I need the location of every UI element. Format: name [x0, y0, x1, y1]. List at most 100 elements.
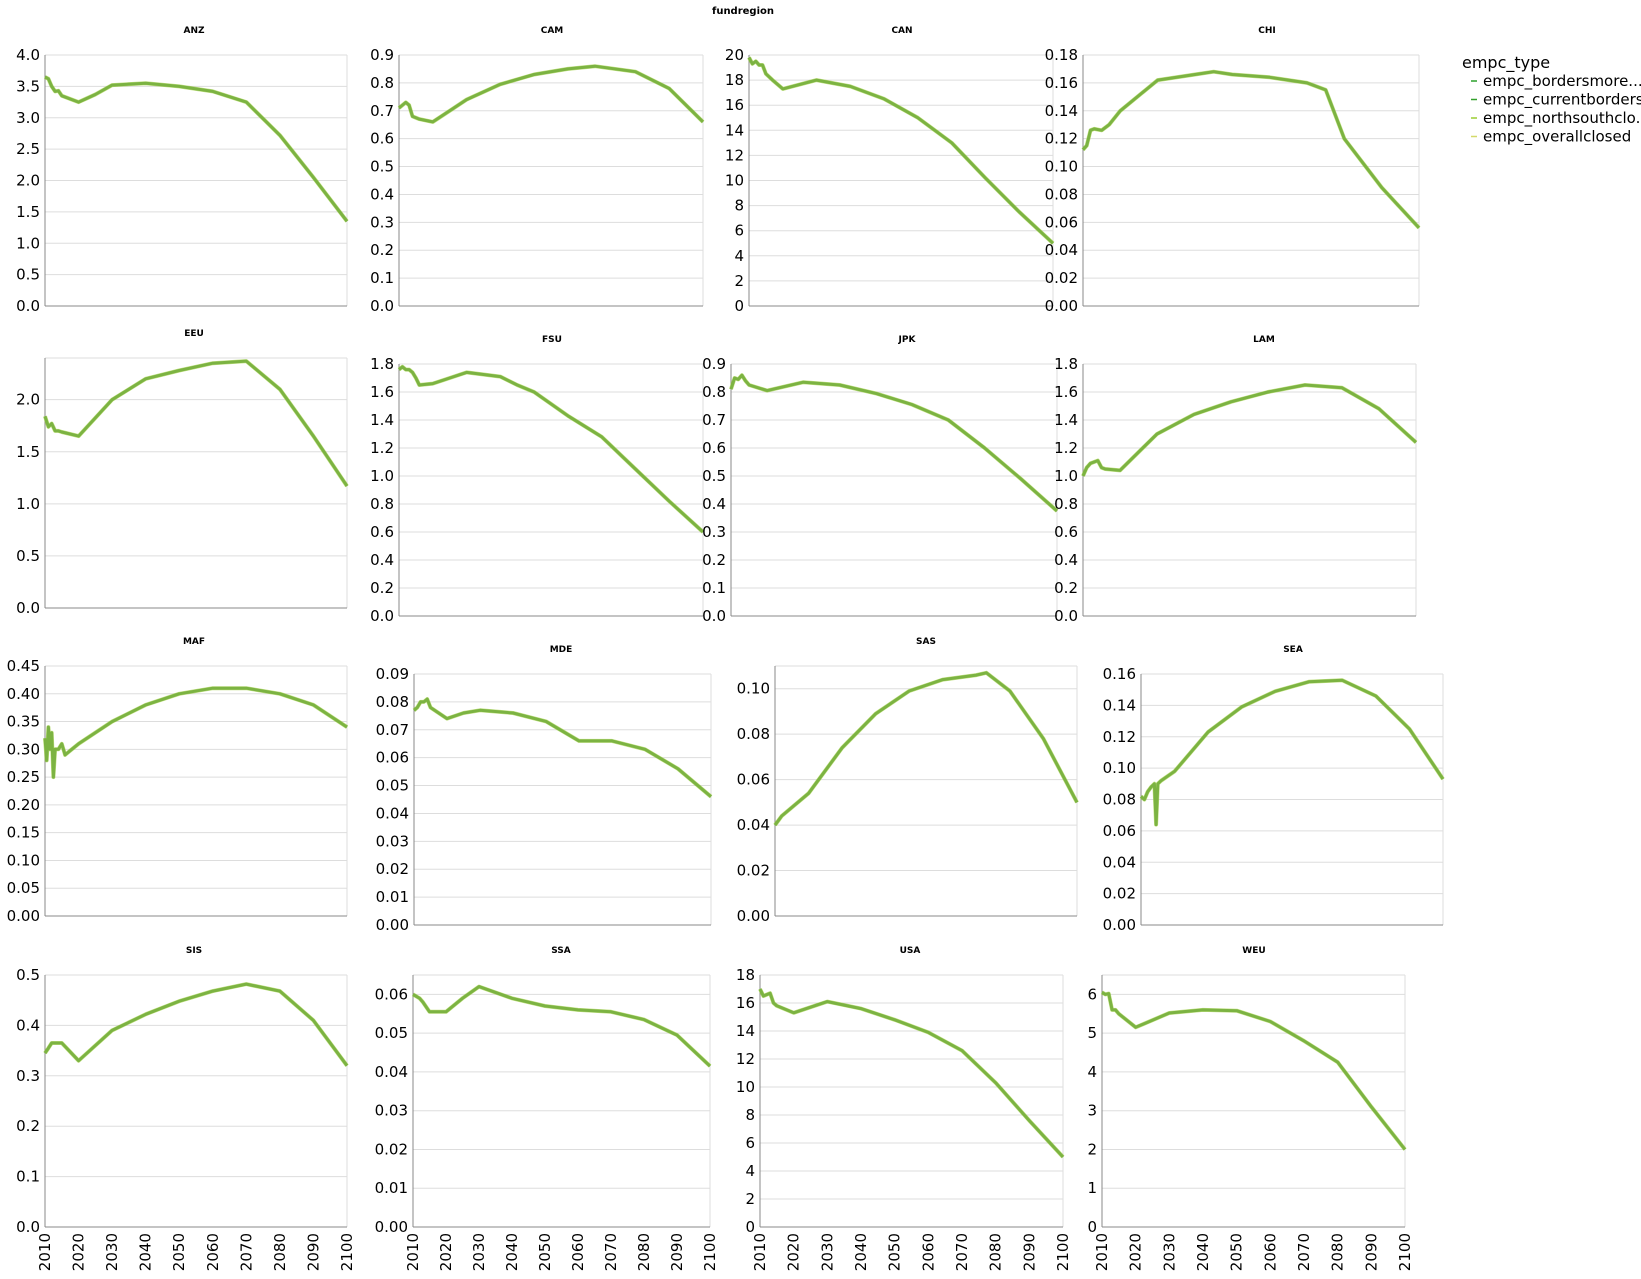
y-tick-label: 0.14: [1103, 696, 1136, 714]
y-tick-label: 0.4: [370, 185, 394, 203]
y-tick-label: 0.02: [1103, 885, 1136, 903]
y-tick-label: 0.04: [737, 816, 770, 834]
y-tick-label: 0.6: [1054, 523, 1078, 541]
panel-title: SIS: [186, 946, 202, 956]
y-tick-label: 0.08: [1045, 185, 1078, 203]
y-tick-label: 0.14: [1045, 102, 1078, 120]
y-tick-label: 0.40: [7, 685, 40, 703]
y-tick-label: 0.5: [702, 467, 726, 485]
y-tick-label: 0: [734, 297, 744, 315]
series-line-currentborders: [1101, 991, 1407, 1151]
y-tick-label: 20: [725, 46, 744, 64]
x-tick-label: 2030: [818, 1233, 836, 1271]
series-line-currentborders: [1081, 383, 1418, 477]
x-tick-label: 2100: [1396, 1233, 1414, 1271]
y-tick-label: 0.10: [1103, 759, 1136, 777]
series-line-currentborders: [412, 985, 712, 1068]
y-tick-label: 0.2: [370, 579, 394, 597]
panel-mde: MDE 0.00 0.01 0.02 0.03 0.04 0.05 0.06 0.07 0.08 0…: [376, 645, 713, 934]
panel-cam: CAM 0.0 0.1 0.2 0.3 0.4 0.5 0.6 0.7 0.8 0.9: [370, 26, 705, 315]
x-tick-label: 2090: [304, 1233, 322, 1271]
legend-label: empc_northsouthclo...: [1483, 109, 1641, 128]
y-tick-label: 0.03: [376, 832, 409, 850]
x-tick-label: 2060: [569, 1233, 587, 1271]
y-tick-label: 0.02: [1045, 269, 1078, 287]
x-tick-label: 2010: [36, 1233, 54, 1271]
panel-sis: SIS 0.0 0.1 0.2 0.3 0.4 0.5 2010 2020 2030 2040 205…: [16, 946, 356, 1271]
x-tick-label: 2050: [170, 1233, 188, 1271]
y-tick-label: 2.0: [16, 391, 40, 409]
panel-title: MAF: [183, 637, 205, 647]
y-tick-label: 1.2: [1054, 439, 1078, 457]
y-tick-label: 0.05: [376, 777, 409, 795]
y-tick-label: 0.06: [375, 985, 408, 1003]
x-tick-label: 2080: [1329, 1233, 1347, 1271]
y-tick-label: 0.05: [375, 1024, 408, 1042]
legend-label: empc_currentborders: [1483, 91, 1641, 110]
y-tick-label: 0.08: [1103, 791, 1136, 809]
y-tick-label: 0.8: [702, 383, 726, 401]
y-tick-label: 1.2: [370, 439, 394, 457]
y-tick-label: 0.1: [370, 269, 394, 287]
y-tick-label: 2: [734, 272, 744, 290]
x-tick-label: 2090: [668, 1233, 686, 1271]
series-line-currentborders: [729, 373, 1058, 513]
y-tick-label: 0.09: [376, 665, 409, 683]
x-tick-label: 2080: [987, 1233, 1005, 1271]
y-tick-label: 3.0: [16, 109, 40, 127]
legend-label: empc_overallclosed: [1483, 128, 1631, 147]
y-tick-label: 1: [1087, 1179, 1097, 1197]
y-tick-label: 1.4: [1054, 411, 1078, 429]
y-tick-label: 0.5: [370, 158, 394, 176]
y-tick-label: 0.4: [370, 551, 394, 569]
series-line-currentborders: [413, 697, 712, 798]
y-tick-label: 0.35: [7, 713, 40, 731]
y-tick-label: 0.45: [7, 657, 40, 675]
y-tick-label: 0.7: [702, 411, 726, 429]
panel-lam: LAM 0.0 0.2 0.4 0.6 0.8 1.0 1.2 1.4 1.6 1.8: [1054, 335, 1418, 625]
y-tick-label: 0.16: [1045, 74, 1078, 92]
panel-eeu: EEU 0.0 0.5 1.0 1.5 2.0: [16, 329, 349, 617]
y-tick-label: 0.4: [1054, 551, 1078, 569]
y-tick-label: 1.6: [370, 383, 394, 401]
panel-can: CAN 0 2 4 6 8 10 12 14 16 18 20: [725, 26, 1055, 315]
x-tick-label: 2100: [701, 1233, 719, 1271]
y-tick-label: 0.06: [376, 749, 409, 767]
y-tick-label: 0.5: [16, 966, 40, 984]
panel-weu: WEU 0 1 2 3 4 5 6 2010 2020 2030 2040 2050 2060 2070 20…: [1087, 946, 1414, 1271]
y-tick-label: 0.06: [1103, 822, 1136, 840]
y-tick-label: 2: [1087, 1140, 1097, 1158]
panel-fsu: FSU 0.0 0.2 0.4 0.6 0.8 1.0 1.2 1.4 1.6 1.8: [370, 335, 705, 625]
y-tick-label: 0.08: [376, 693, 409, 711]
y-tick-label: 0.05: [7, 879, 40, 897]
y-tick-label: 4: [734, 247, 744, 265]
y-tick-label: 0.2: [1054, 579, 1078, 597]
y-tick-label: 10: [736, 1078, 755, 1096]
y-tick-label: 1.8: [370, 355, 394, 373]
x-tick-label: 2100: [338, 1233, 356, 1271]
x-tick-label: 2050: [536, 1233, 554, 1271]
y-tick-label: 0.01: [376, 888, 409, 906]
y-tick-label: 0.20: [7, 796, 40, 814]
y-tick-label: 0.08: [737, 725, 770, 743]
series-line-currentborders: [43, 359, 349, 487]
y-tick-label: 10: [725, 172, 744, 190]
series-line-currentborders: [1081, 70, 1421, 229]
y-tick-label: 12: [725, 146, 744, 164]
y-tick-label: 0.04: [376, 804, 409, 822]
legend-label: empc_bordersmore...: [1483, 72, 1641, 91]
series-line-currentborders: [1139, 678, 1445, 827]
y-tick-label: 0.02: [375, 1140, 408, 1158]
y-tick-label: 8: [745, 1106, 755, 1124]
y-tick-label: 0.0: [16, 1218, 40, 1236]
series-line-currentborders: [773, 671, 1079, 826]
panel-title: LAM: [1253, 335, 1275, 345]
figure-title: fundregion: [712, 6, 774, 17]
legend-item: empc_northsouthclo...: [1471, 109, 1641, 128]
y-tick-label: 0.00: [7, 907, 40, 925]
y-tick-label: 0.8: [370, 74, 394, 92]
x-tick-label: 2030: [103, 1233, 121, 1271]
legend-item: empc_bordersmore...: [1471, 72, 1641, 91]
y-tick-label: 1.0: [1054, 467, 1078, 485]
